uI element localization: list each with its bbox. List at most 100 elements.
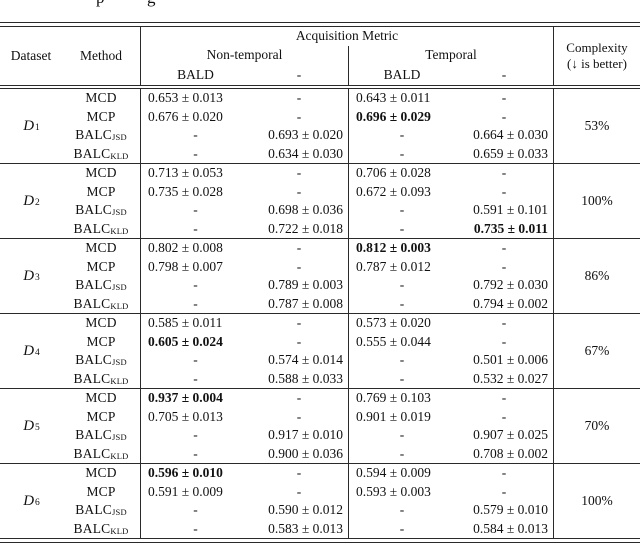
method-label: BALC JSD xyxy=(62,351,140,370)
dataset-subscript: 2 xyxy=(35,198,40,208)
value-cell: 0.596 ± 0.010 xyxy=(140,464,250,483)
value-cell: 0.789 ± 0.003 xyxy=(268,277,343,293)
value-cell: 0.769 ± 0.103 xyxy=(348,389,455,408)
method-label: BALC JSD xyxy=(62,276,140,295)
method-label: MCP xyxy=(62,333,140,352)
value-cell: - xyxy=(501,465,507,481)
dataset-letter: D xyxy=(23,342,35,359)
dataset-subscript: 4 xyxy=(35,348,40,358)
method-name: MCD xyxy=(85,315,117,331)
method-label: BALC KLD xyxy=(62,520,140,539)
method-label: BALC KLD xyxy=(62,220,140,239)
dataset-subscript: 3 xyxy=(35,273,40,283)
value-cell: 0.653 ± 0.013 xyxy=(140,89,250,108)
value-cell: - xyxy=(140,444,250,463)
value-cell: - xyxy=(140,501,250,520)
method-name: BALC xyxy=(75,502,113,518)
method-name: MCD xyxy=(85,390,117,406)
method-subscript: JSD xyxy=(112,432,127,443)
value-cell: - xyxy=(348,426,455,445)
value-cell: 0.693 ± 0.020 xyxy=(268,127,343,143)
value-cell: 0.605 ± 0.024 xyxy=(140,332,250,351)
value-cell: 0.676 ± 0.020 xyxy=(140,107,250,126)
method-name: BALC xyxy=(73,145,111,161)
method-label: BALC KLD xyxy=(62,445,140,464)
value-cell: 0.555 ± 0.044 xyxy=(348,332,455,351)
method-name: MCD xyxy=(85,465,117,481)
method-label: MCP xyxy=(62,108,140,127)
dataset-subscript: 6 xyxy=(35,498,40,508)
value-cell: 0.787 ± 0.012 xyxy=(348,257,455,276)
value-cell: 0.798 ± 0.007 xyxy=(140,257,250,276)
value-cell: - xyxy=(348,219,455,238)
value-cell: - xyxy=(140,201,250,220)
value-cell: - xyxy=(501,165,507,181)
value-cell: - xyxy=(501,408,507,424)
complexity-value: 70% xyxy=(553,389,640,463)
method-subscript: KLD xyxy=(110,150,129,161)
value-cell: 0.792 ± 0.030 xyxy=(473,277,548,293)
dataset-letter: D xyxy=(23,192,35,209)
table-bottom-rule xyxy=(0,538,640,543)
method-label: MCP xyxy=(62,258,140,277)
results-table: Dataset Method Acquisition Metric Non-te… xyxy=(0,22,640,543)
value-cell: 0.735 ± 0.028 xyxy=(140,182,250,201)
value-cell: - xyxy=(140,276,250,295)
cropped-caption-fragment: p g xyxy=(0,0,640,22)
value-cell: - xyxy=(140,426,250,445)
value-cell: - xyxy=(501,390,507,406)
value-cell: - xyxy=(296,465,302,481)
value-cell: 0.698 ± 0.036 xyxy=(268,202,343,218)
value-cell: - xyxy=(140,219,250,238)
value-cell: 0.573 ± 0.020 xyxy=(348,314,455,333)
value-cell: - xyxy=(348,126,455,145)
value-cell: - xyxy=(348,519,455,538)
dataset-letter: D xyxy=(23,417,35,434)
value-cell: - xyxy=(296,333,302,349)
table-top-rule xyxy=(0,22,640,27)
method-name: BALC xyxy=(75,277,113,293)
value-cell: 0.900 ± 0.036 xyxy=(268,445,343,461)
dataset-subscript: 1 xyxy=(35,123,40,133)
value-cell: 0.708 ± 0.002 xyxy=(473,445,548,461)
value-cell: 0.713 ± 0.053 xyxy=(140,164,250,183)
method-label: BALC JSD xyxy=(62,126,140,145)
method-label: MCD xyxy=(62,464,140,483)
value-cell: 0.907 ± 0.025 xyxy=(473,427,548,443)
value-cell: 0.696 ± 0.029 xyxy=(348,107,455,126)
method-name: BALC xyxy=(75,352,113,368)
method-label: BALC KLD xyxy=(62,145,140,164)
method-name: BALC xyxy=(73,445,111,461)
method-name: MCP xyxy=(86,483,116,499)
dataset-block: D 2 MCD 0.713 ± 0.053 - 0.706 ± 0.028 - MCP 0.73… xyxy=(0,163,640,238)
header-method: Method xyxy=(80,47,122,63)
value-cell: - xyxy=(501,108,507,124)
complexity-value: 86% xyxy=(553,239,640,313)
method-subscript: KLD xyxy=(110,225,129,236)
value-cell: 0.735 ± 0.011 xyxy=(473,220,548,236)
value-cell: - xyxy=(140,144,250,163)
value-cell: - xyxy=(501,333,507,349)
method-name: MCP xyxy=(86,408,116,424)
value-cell: - xyxy=(296,240,302,256)
header-complexity-title: Complexity xyxy=(566,40,628,56)
value-cell: - xyxy=(501,90,507,106)
value-cell: - xyxy=(348,201,455,220)
method-subscript: KLD xyxy=(110,525,129,536)
method-name: BALC xyxy=(75,427,113,443)
value-cell: 0.706 ± 0.028 xyxy=(348,164,455,183)
value-cell: - xyxy=(501,483,507,499)
complexity-value: 100% xyxy=(553,464,640,538)
method-subscript: JSD xyxy=(112,132,127,143)
value-cell: - xyxy=(296,483,302,499)
method-subscript: KLD xyxy=(110,300,129,311)
value-cell: - xyxy=(296,183,302,199)
method-label: MCD xyxy=(62,164,140,183)
value-cell: - xyxy=(296,90,302,106)
dataset-block: D 5 MCD 0.937 ± 0.004 - 0.769 ± 0.103 - MCP 0.70… xyxy=(0,388,640,463)
value-cell: - xyxy=(140,519,250,538)
value-cell: - xyxy=(296,258,302,274)
value-cell: - xyxy=(348,351,455,370)
